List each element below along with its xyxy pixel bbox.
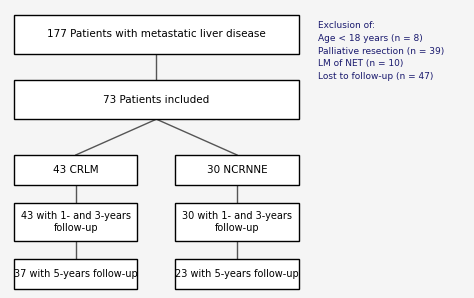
Text: 23 with 5-years follow-up: 23 with 5-years follow-up [175,269,299,279]
FancyBboxPatch shape [14,259,137,289]
Text: 30 NCRNNE: 30 NCRNNE [207,165,267,175]
FancyBboxPatch shape [175,155,299,185]
Text: Exclusion of:
Age < 18 years (n = 8)
Palliative resection (n = 39)
LM of NET (n : Exclusion of: Age < 18 years (n = 8) Pal… [318,21,444,81]
FancyBboxPatch shape [14,203,137,241]
Text: 43 CRLM: 43 CRLM [53,165,99,175]
FancyBboxPatch shape [175,259,299,289]
FancyBboxPatch shape [14,80,299,119]
Text: 73 Patients included: 73 Patients included [103,95,210,105]
FancyBboxPatch shape [175,203,299,241]
Text: 177 Patients with metastatic liver disease: 177 Patients with metastatic liver disea… [47,29,266,39]
FancyBboxPatch shape [14,15,299,54]
Text: 30 with 1- and 3-years
follow-up: 30 with 1- and 3-years follow-up [182,211,292,233]
FancyBboxPatch shape [14,155,137,185]
Text: 43 with 1- and 3-years
follow-up: 43 with 1- and 3-years follow-up [21,211,131,233]
Text: 37 with 5-years follow-up: 37 with 5-years follow-up [14,269,138,279]
